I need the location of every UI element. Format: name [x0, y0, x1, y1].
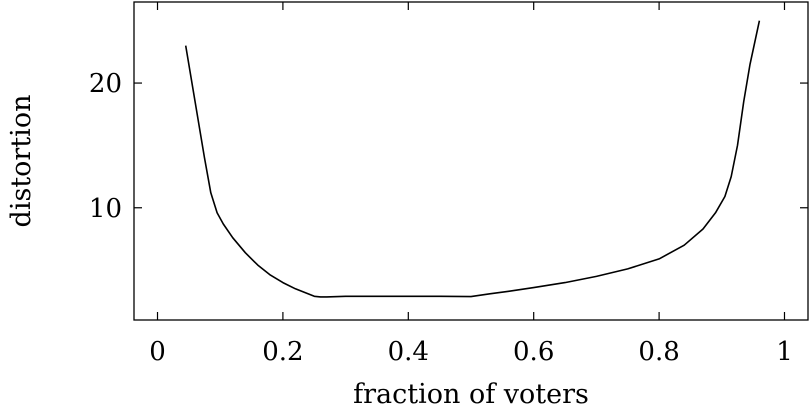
x-tick-label-2: 0.4	[388, 337, 429, 367]
y-axis-ticks: 10 20	[89, 69, 808, 224]
x-tick-label-1: 0.2	[262, 337, 303, 367]
y-axis-label: distortion	[6, 95, 37, 228]
x-axis-ticks: 0 0.2 0.4 0.6 0.8 1	[149, 2, 793, 367]
plot-frame	[133, 1, 809, 321]
x-axis-label: fraction of voters	[353, 379, 589, 410]
distortion-series-line	[184, 20, 761, 298]
x-tick-label-3: 0.6	[513, 337, 554, 367]
x-tick-label-4: 0.8	[638, 337, 679, 367]
x-tick-label-5: 1	[776, 337, 793, 367]
x-tick-label-0: 0	[149, 337, 166, 367]
y-tick-label-1: 20	[89, 69, 122, 99]
y-tick-label-0: 10	[89, 194, 122, 224]
